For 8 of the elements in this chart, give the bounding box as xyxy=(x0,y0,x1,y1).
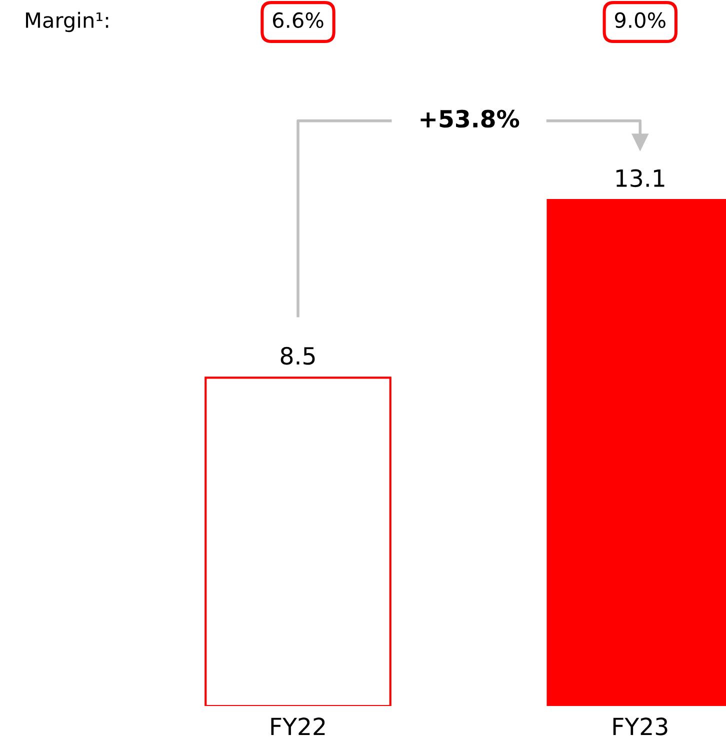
text: 6.6% xyxy=(272,12,324,28)
x-tick-label: FY22 xyxy=(271,718,325,736)
text: +53.8% xyxy=(420,110,520,128)
text: 9.0% xyxy=(614,12,666,28)
text: Margin¹: xyxy=(26,12,108,32)
data-label: 13.1 xyxy=(616,169,664,188)
data-label: 8.5 xyxy=(280,346,315,365)
x-tick-label: FY23 xyxy=(613,718,668,736)
